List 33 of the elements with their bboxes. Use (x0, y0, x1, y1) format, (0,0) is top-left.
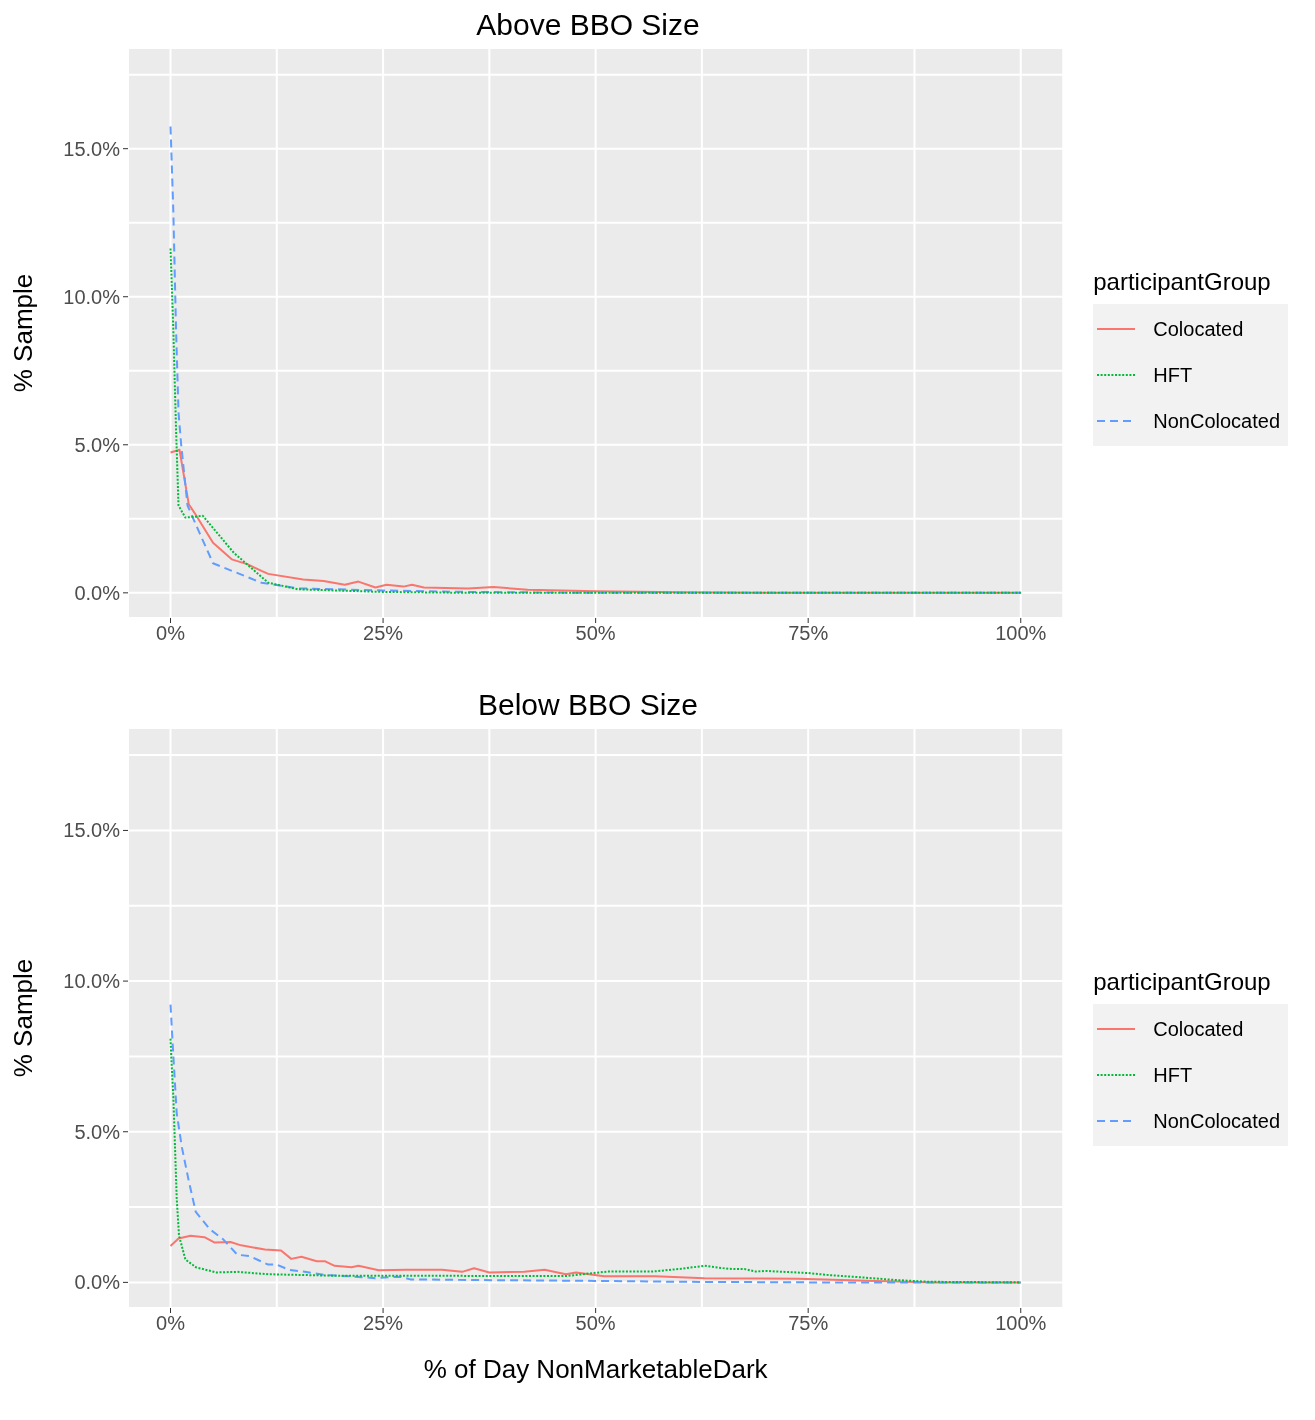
legend-title: participantGroup (1093, 268, 1272, 296)
chart-title: Below BBO Size (476, 688, 700, 723)
legend-label: Colocated (1153, 1017, 1244, 1041)
x-axis-title: % of Day NonMarketableDark (423, 1354, 769, 1384)
x-tick-label: 100% (995, 622, 1047, 644)
y-tick-label: 15.0% (63, 819, 121, 842)
line-series (169, 125, 1022, 594)
legend-label: NonColocated (1153, 1109, 1280, 1133)
x-tick-label: 50% (575, 1312, 616, 1334)
y-tick-label: 10.0% (63, 285, 121, 308)
x-tick-label: 50% (575, 622, 616, 644)
x-tick-label: 25% (363, 1312, 404, 1334)
chart-title: Above BBO Size (475, 8, 701, 43)
y-tick-label: 10.0% (63, 970, 121, 993)
y-axis-title: % Sample (8, 273, 39, 393)
y-axis-title: % Sample (8, 958, 39, 1078)
x-tick-label: 0% (156, 622, 186, 644)
y-tick-label: 0.0% (74, 581, 121, 604)
legend-label: Colocated (1153, 317, 1244, 341)
y-tick-label: 0.0% (74, 1271, 121, 1294)
x-tick-label: 25% (363, 622, 404, 644)
y-tick-label: 5.0% (74, 433, 121, 456)
legend-label: HFT (1153, 363, 1193, 387)
y-tick-label: 5.0% (74, 1120, 121, 1143)
x-tick-label: 75% (788, 1312, 829, 1334)
x-tick-label: 75% (788, 622, 829, 644)
legend-label: HFT (1153, 1063, 1193, 1087)
y-tick-label: 15.0% (63, 137, 121, 160)
legend-title: participantGroup (1093, 968, 1272, 996)
x-tick-label: 100% (995, 1312, 1047, 1334)
line-series (169, 247, 1022, 594)
x-tick-label: 0% (156, 1312, 186, 1334)
legend-label: NonColocated (1153, 409, 1280, 433)
